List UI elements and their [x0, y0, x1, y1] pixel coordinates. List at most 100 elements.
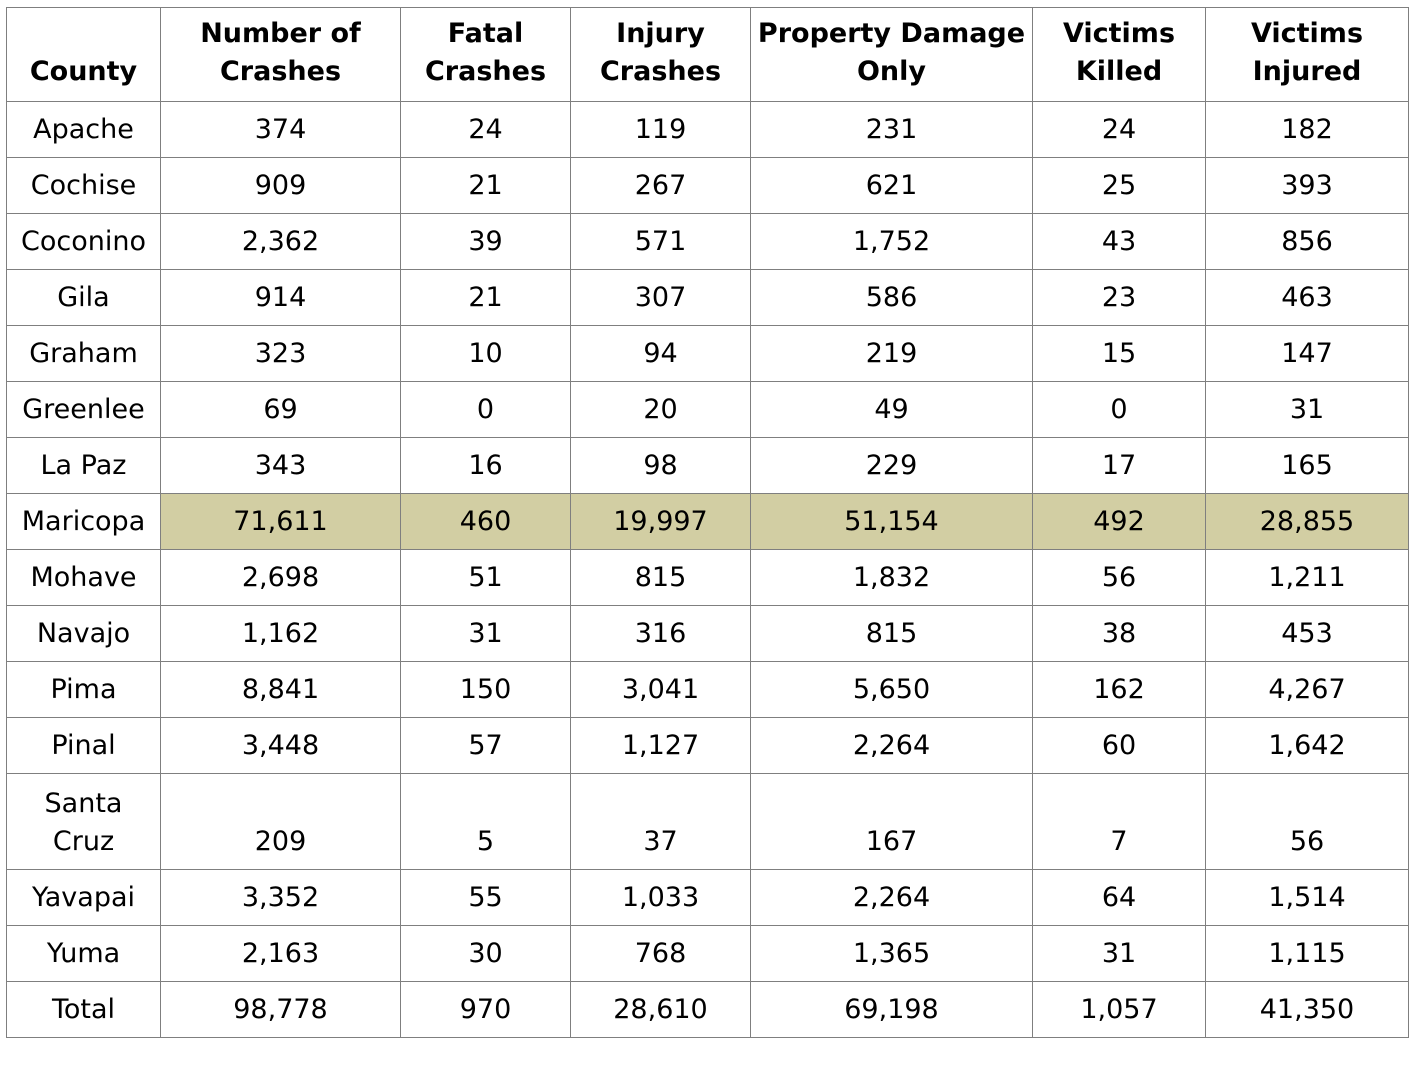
- value-cell-victims-killed: 24: [1032, 101, 1206, 158]
- value-cell-property-damage-only: 51,154: [750, 493, 1033, 550]
- value-cell-victims-killed: 15: [1032, 325, 1206, 382]
- value-cell-property-damage-only: 2,264: [750, 869, 1033, 926]
- value-cell-victims-injured: 856: [1205, 213, 1409, 270]
- value-cell-number-of-crashes: 909: [160, 157, 401, 214]
- value-cell-injury-crashes: 98: [570, 437, 751, 494]
- value-cell-number-of-crashes: 1,162: [160, 605, 401, 662]
- county-name: Maricopa: [21, 505, 146, 537]
- value-cell-number-of-crashes: 374: [160, 101, 401, 158]
- value-cell-injury-crashes: 119: [570, 101, 751, 158]
- column-header-line: County: [29, 56, 138, 87]
- value-cell-property-damage-only: 49: [750, 381, 1033, 438]
- value-cell-property-damage-only: 229: [750, 437, 1033, 494]
- column-header-line: Victims: [1062, 18, 1176, 49]
- column-header-number-of-crashes: Number of Crashes: [160, 7, 401, 102]
- table-row: Pinal 3,448 57 1,127 2,264 60 1,642: [6, 717, 1409, 774]
- value-cell-fatal-crashes: 460: [400, 493, 571, 550]
- column-header-county: County: [6, 7, 161, 102]
- value-cell-property-damage-only: 1,365: [750, 925, 1033, 982]
- value-cell-number-of-crashes: 71,611: [160, 493, 401, 550]
- value-cell-property-damage-only: 1,832: [750, 549, 1033, 606]
- value-cell-victims-killed: 17: [1032, 437, 1206, 494]
- value-cell-number-of-crashes: 914: [160, 269, 401, 326]
- county-cell: Graham: [6, 325, 161, 382]
- value-cell-fatal-crashes: 21: [400, 157, 571, 214]
- value-cell-victims-injured: 1,211: [1205, 549, 1409, 606]
- value-cell-fatal-crashes: 57: [400, 717, 571, 774]
- value-cell-number-of-crashes: 2,362: [160, 213, 401, 270]
- value-cell-fatal-crashes: 970: [400, 981, 571, 1038]
- value-cell-injury-crashes: 37: [570, 773, 751, 870]
- value-cell-injury-crashes: 94: [570, 325, 751, 382]
- county-name: Pinal: [51, 729, 116, 761]
- column-header-line: Killed: [1075, 56, 1163, 87]
- county-cell: Pima: [6, 661, 161, 718]
- value-cell-injury-crashes: 307: [570, 269, 751, 326]
- value-cell-number-of-crashes: 69: [160, 381, 401, 438]
- value-cell-injury-crashes: 1,127: [570, 717, 751, 774]
- county-name: Greenlee: [22, 393, 145, 425]
- column-header-line: Fatal: [447, 18, 524, 49]
- table-row: Coconino 2,362 39 571 1,752 43 856: [6, 213, 1409, 270]
- value-cell-injury-crashes: 19,997: [570, 493, 751, 550]
- value-cell-victims-killed: 64: [1032, 869, 1206, 926]
- column-header-line: Only: [856, 56, 927, 87]
- table-row: Mohave 2,698 51 815 1,832 56 1,211: [6, 549, 1409, 606]
- column-header-line: Number of: [200, 18, 361, 49]
- table-row: Apache 374 24 119 231 24 182: [6, 101, 1409, 158]
- value-cell-victims-killed: 23: [1032, 269, 1206, 326]
- value-cell-fatal-crashes: 39: [400, 213, 571, 270]
- value-cell-property-damage-only: 5,650: [750, 661, 1033, 718]
- value-cell-injury-crashes: 571: [570, 213, 751, 270]
- county-name: La Paz: [40, 449, 127, 481]
- value-cell-number-of-crashes: 2,163: [160, 925, 401, 982]
- table-row: Greenlee 69 0 20 49 0 31: [6, 381, 1409, 438]
- table-row: Yuma 2,163 30 768 1,365 31 1,115: [6, 925, 1409, 982]
- county-cell: La Paz: [6, 437, 161, 494]
- county-name: Yavapai: [31, 881, 136, 913]
- value-cell-victims-injured: 56: [1205, 773, 1409, 870]
- value-cell-injury-crashes: 20: [570, 381, 751, 438]
- table-row: Maricopa 71,611 460 19,997 51,154 492 28,855: [6, 493, 1409, 550]
- county-cell: Total: [6, 981, 161, 1038]
- value-cell-victims-killed: 0: [1032, 381, 1206, 438]
- column-header-line: Property Damage: [757, 18, 1026, 49]
- value-cell-victims-killed: 162: [1032, 661, 1206, 718]
- crash-table-container: County Number of Crashes Fatal Crashes Injury…: [6, 7, 1409, 1038]
- column-header-injury-crashes: Injury Crashes: [570, 7, 751, 102]
- value-cell-property-damage-only: 586: [750, 269, 1033, 326]
- value-cell-property-damage-only: 231: [750, 101, 1033, 158]
- value-cell-injury-crashes: 3,041: [570, 661, 751, 718]
- value-cell-victims-killed: 38: [1032, 605, 1206, 662]
- value-cell-injury-crashes: 28,610: [570, 981, 751, 1038]
- table-row: Pima 8,841 150 3,041 5,650 162 4,267: [6, 661, 1409, 718]
- value-cell-fatal-crashes: 30: [400, 925, 571, 982]
- column-header-victims-injured: Victims Injured: [1205, 7, 1409, 102]
- county-cell: Gila: [6, 269, 161, 326]
- value-cell-fatal-crashes: 5: [400, 773, 571, 870]
- value-cell-victims-injured: 453: [1205, 605, 1409, 662]
- county-name: Santa: [44, 788, 123, 819]
- value-cell-injury-crashes: 815: [570, 549, 751, 606]
- county-cell: Pinal: [6, 717, 161, 774]
- county-name: Cochise: [30, 169, 137, 201]
- value-cell-number-of-crashes: 209: [160, 773, 401, 870]
- value-cell-victims-injured: 147: [1205, 325, 1409, 382]
- value-cell-fatal-crashes: 16: [400, 437, 571, 494]
- value-cell-victims-injured: 1,642: [1205, 717, 1409, 774]
- value-cell-victims-killed: 60: [1032, 717, 1206, 774]
- county-cell: Cochise: [6, 157, 161, 214]
- column-header-line: Victims: [1250, 18, 1364, 49]
- value-cell-number-of-crashes: 98,778: [160, 981, 401, 1038]
- county-cell: Navajo: [6, 605, 161, 662]
- value-cell-number-of-crashes: 2,698: [160, 549, 401, 606]
- value-cell-victims-injured: 182: [1205, 101, 1409, 158]
- value-cell-property-damage-only: 621: [750, 157, 1033, 214]
- column-header-line: Crashes: [599, 56, 722, 87]
- county-name: Total: [51, 993, 116, 1025]
- value-cell-victims-injured: 393: [1205, 157, 1409, 214]
- county-cell: Maricopa: [6, 493, 161, 550]
- table-row: Santa Cruz 209 5 37 167 7 56: [6, 773, 1409, 870]
- county-cell: Mohave: [6, 549, 161, 606]
- value-cell-victims-killed: 56: [1032, 549, 1206, 606]
